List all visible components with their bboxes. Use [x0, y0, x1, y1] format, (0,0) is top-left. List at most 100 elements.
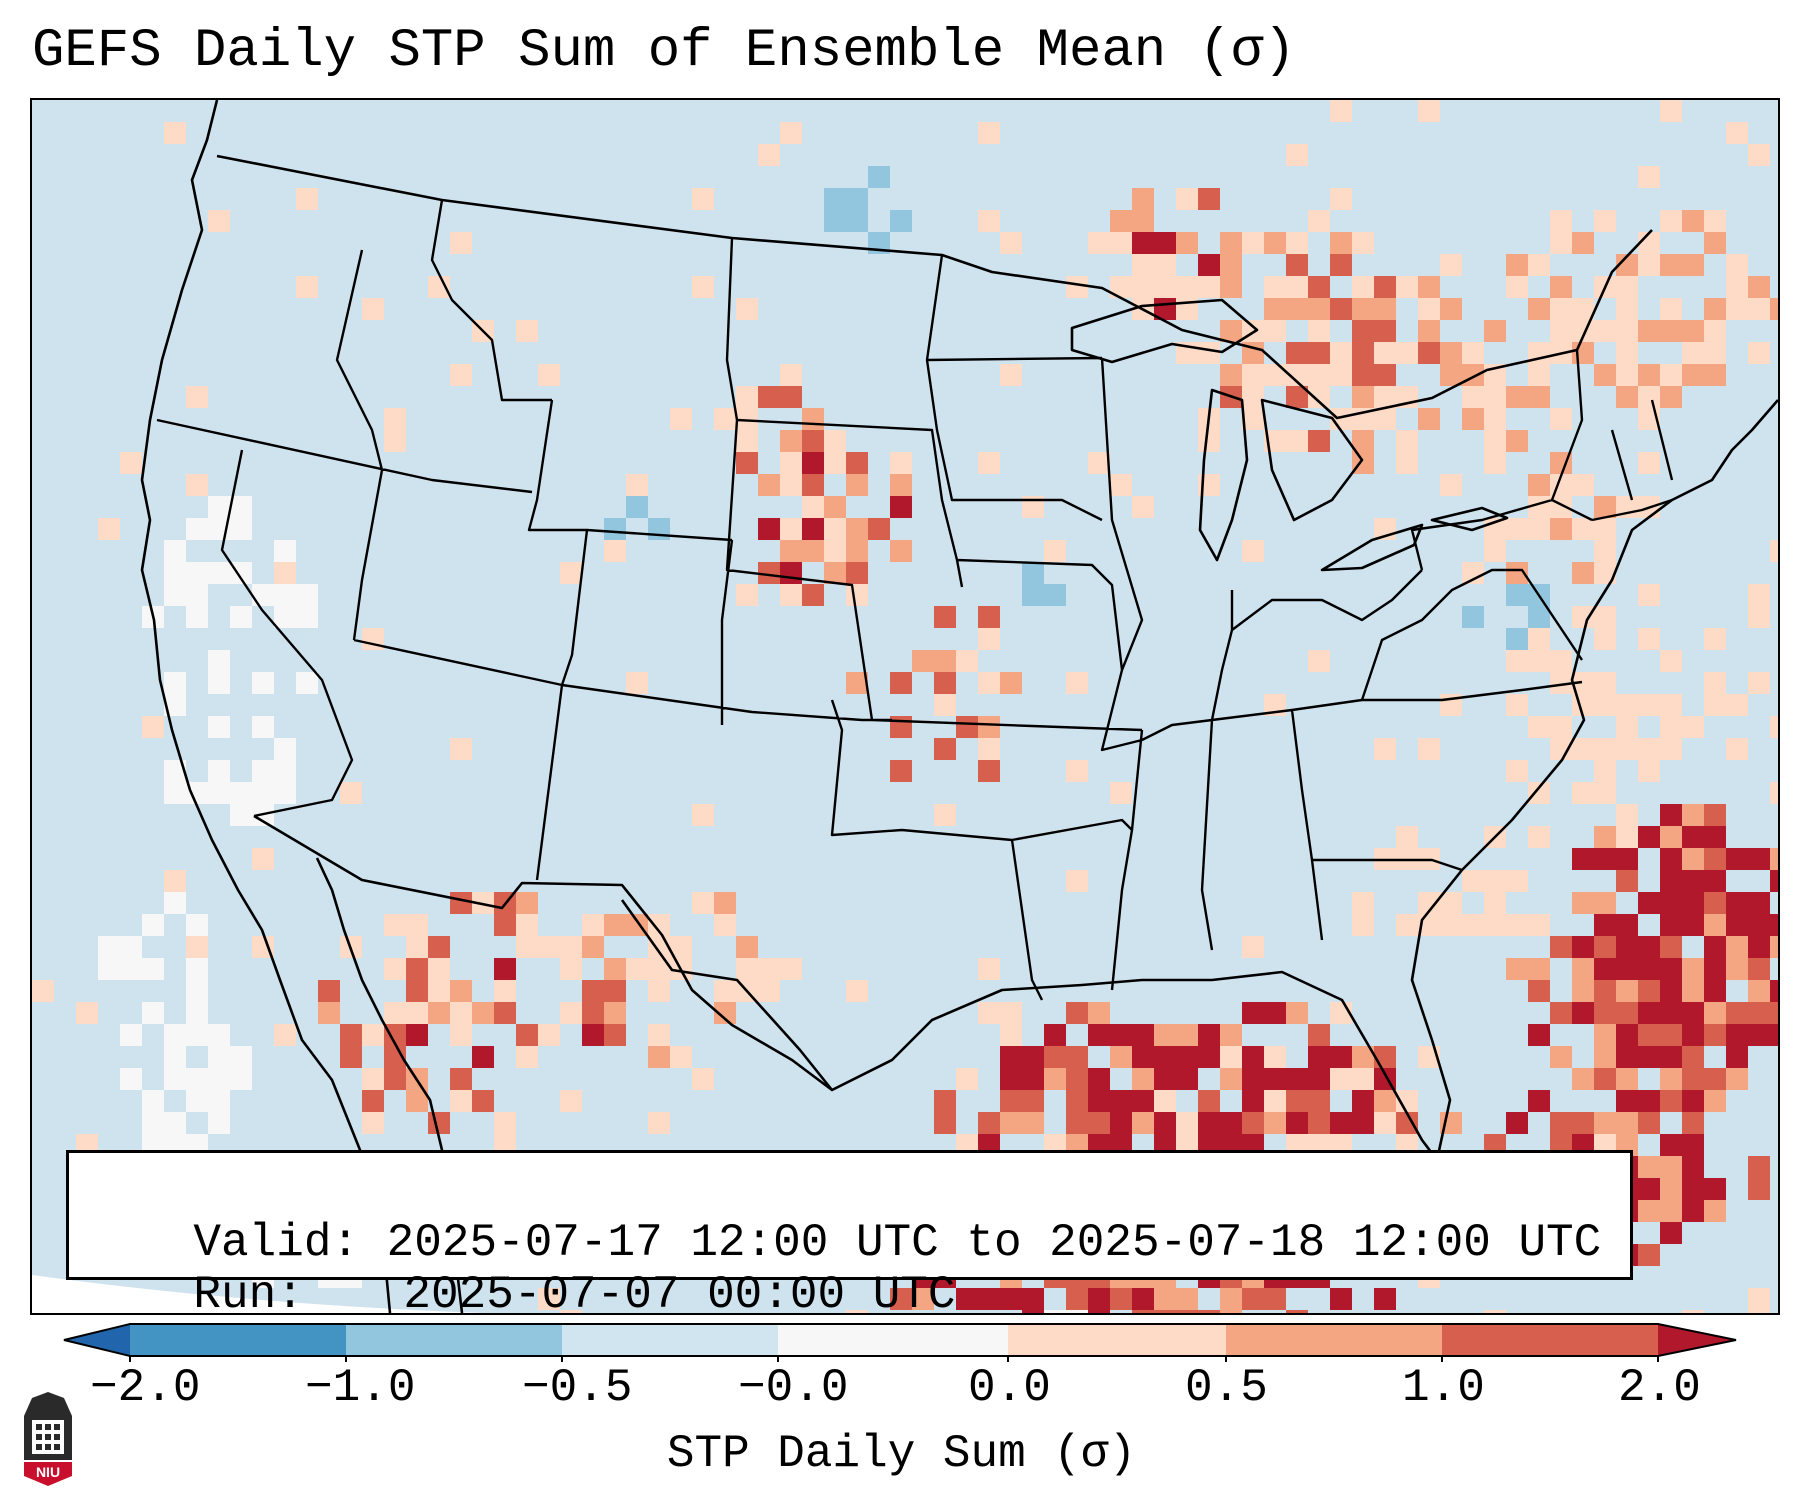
anomaly-cell — [1506, 650, 1528, 672]
anomaly-cell — [1682, 320, 1704, 342]
anomaly-cell — [1528, 628, 1550, 650]
anomaly-cell — [1330, 1068, 1352, 1090]
anomaly-cell — [1638, 1046, 1660, 1068]
anomaly-cell — [1352, 892, 1374, 914]
anomaly-cell — [1594, 672, 1616, 694]
anomaly-cell — [1242, 386, 1264, 408]
anomaly-cell — [1660, 870, 1682, 892]
anomaly-cell — [1704, 1002, 1726, 1024]
anomaly-cell — [1572, 606, 1594, 628]
anomaly-cell — [230, 518, 252, 540]
anomaly-cell — [1550, 232, 1572, 254]
anomaly-cell — [362, 298, 384, 320]
anomaly-cell — [1594, 914, 1616, 936]
anomaly-cell — [1110, 474, 1132, 496]
anomaly-cell — [428, 958, 450, 980]
anomaly-cell — [846, 980, 868, 1002]
projection-edge — [32, 1275, 932, 1313]
anomaly-cell — [98, 958, 120, 980]
anomaly-cell — [1616, 254, 1638, 276]
anomaly-cell — [1550, 320, 1572, 342]
anomaly-cell — [1638, 1112, 1660, 1134]
anomaly-cell — [1528, 386, 1550, 408]
anomaly-cell — [1374, 386, 1396, 408]
anomaly-cell — [1682, 364, 1704, 386]
anomaly-cell — [648, 980, 670, 1002]
anomaly-cell — [670, 1046, 692, 1068]
anomaly-cell — [1176, 1112, 1198, 1134]
anomaly-cell — [758, 144, 780, 166]
anomaly-cell — [736, 386, 758, 408]
anomaly-cell — [274, 760, 296, 782]
anomaly-cell — [1418, 408, 1440, 430]
anomaly-cell — [208, 760, 230, 782]
anomaly-cell — [1748, 1310, 1770, 1313]
anomaly-cell — [1198, 1046, 1220, 1068]
anomaly-cell — [1418, 298, 1440, 320]
anomaly-cell — [1264, 320, 1286, 342]
anomaly-cell — [538, 364, 560, 386]
anomaly-cell — [1308, 650, 1330, 672]
anomaly-cell — [626, 496, 648, 518]
colorbar-tick: −1.0 — [305, 1362, 416, 1414]
anomaly-cell — [1462, 386, 1484, 408]
anomaly-cell — [1660, 980, 1682, 1002]
anomaly-cell — [1044, 584, 1066, 606]
anomaly-cell — [714, 914, 736, 936]
anomaly-cell — [780, 430, 802, 452]
anomaly-cell — [1044, 540, 1066, 562]
anomaly-cell — [956, 650, 978, 672]
anomaly-cell — [1616, 320, 1638, 342]
anomaly-cell — [1110, 276, 1132, 298]
anomaly-cell — [978, 1112, 1000, 1134]
anomaly-cell — [1682, 914, 1704, 936]
anomaly-cell — [164, 672, 186, 694]
anomaly-cell — [1000, 1112, 1022, 1134]
anomaly-cell — [362, 1068, 384, 1090]
anomaly-cell — [1572, 232, 1594, 254]
anomaly-cell — [208, 650, 230, 672]
anomaly-cell — [120, 452, 142, 474]
anomaly-cell — [252, 782, 274, 804]
colorbar-tick: 0.0 — [968, 1362, 1051, 1414]
anomaly-cell — [1704, 364, 1726, 386]
anomaly-cell — [1220, 276, 1242, 298]
anomaly-cell — [758, 562, 780, 584]
anomaly-cell — [1022, 496, 1044, 518]
anomaly-cell — [1682, 716, 1704, 738]
anomaly-cell — [1418, 738, 1440, 760]
anomaly-cell — [890, 474, 912, 496]
anomaly-cell — [846, 562, 868, 584]
anomaly-cell — [1066, 1310, 1088, 1313]
anomaly-cell — [1594, 364, 1616, 386]
anomaly-cell — [1770, 782, 1778, 804]
anomaly-cell — [626, 672, 648, 694]
anomaly-cell — [450, 892, 472, 914]
west-coastline — [140, 100, 392, 1313]
anomaly-cell — [1638, 760, 1660, 782]
anomaly-cell — [1220, 1288, 1242, 1310]
colorbar-label: STP Daily Sum (σ) — [666, 1428, 1137, 1480]
anomaly-cell — [1132, 1024, 1154, 1046]
anomaly-cell — [142, 1112, 164, 1134]
anomaly-cell — [1660, 1222, 1682, 1244]
anomaly-cell — [780, 540, 802, 562]
anomaly-cell — [648, 1024, 670, 1046]
anomaly-cell — [582, 914, 604, 936]
anomaly-cell — [1110, 782, 1132, 804]
anomaly-cell — [1704, 1068, 1726, 1090]
anomaly-cell — [692, 804, 714, 826]
anomaly-cell — [1682, 848, 1704, 870]
anomaly-cell — [1132, 1112, 1154, 1134]
anomaly-cell — [1440, 254, 1462, 276]
anomaly-cell — [736, 584, 758, 606]
anomaly-cell — [626, 958, 648, 980]
anomaly-cell — [1594, 1112, 1616, 1134]
anomaly-cell — [1550, 298, 1572, 320]
anomaly-cell — [670, 408, 692, 430]
anomaly-cell — [1132, 1046, 1154, 1068]
anomaly-cell — [1022, 1090, 1044, 1112]
anomaly-cell — [1616, 1024, 1638, 1046]
anomaly-cell — [560, 1310, 582, 1313]
anomaly-cell — [1374, 1090, 1396, 1112]
